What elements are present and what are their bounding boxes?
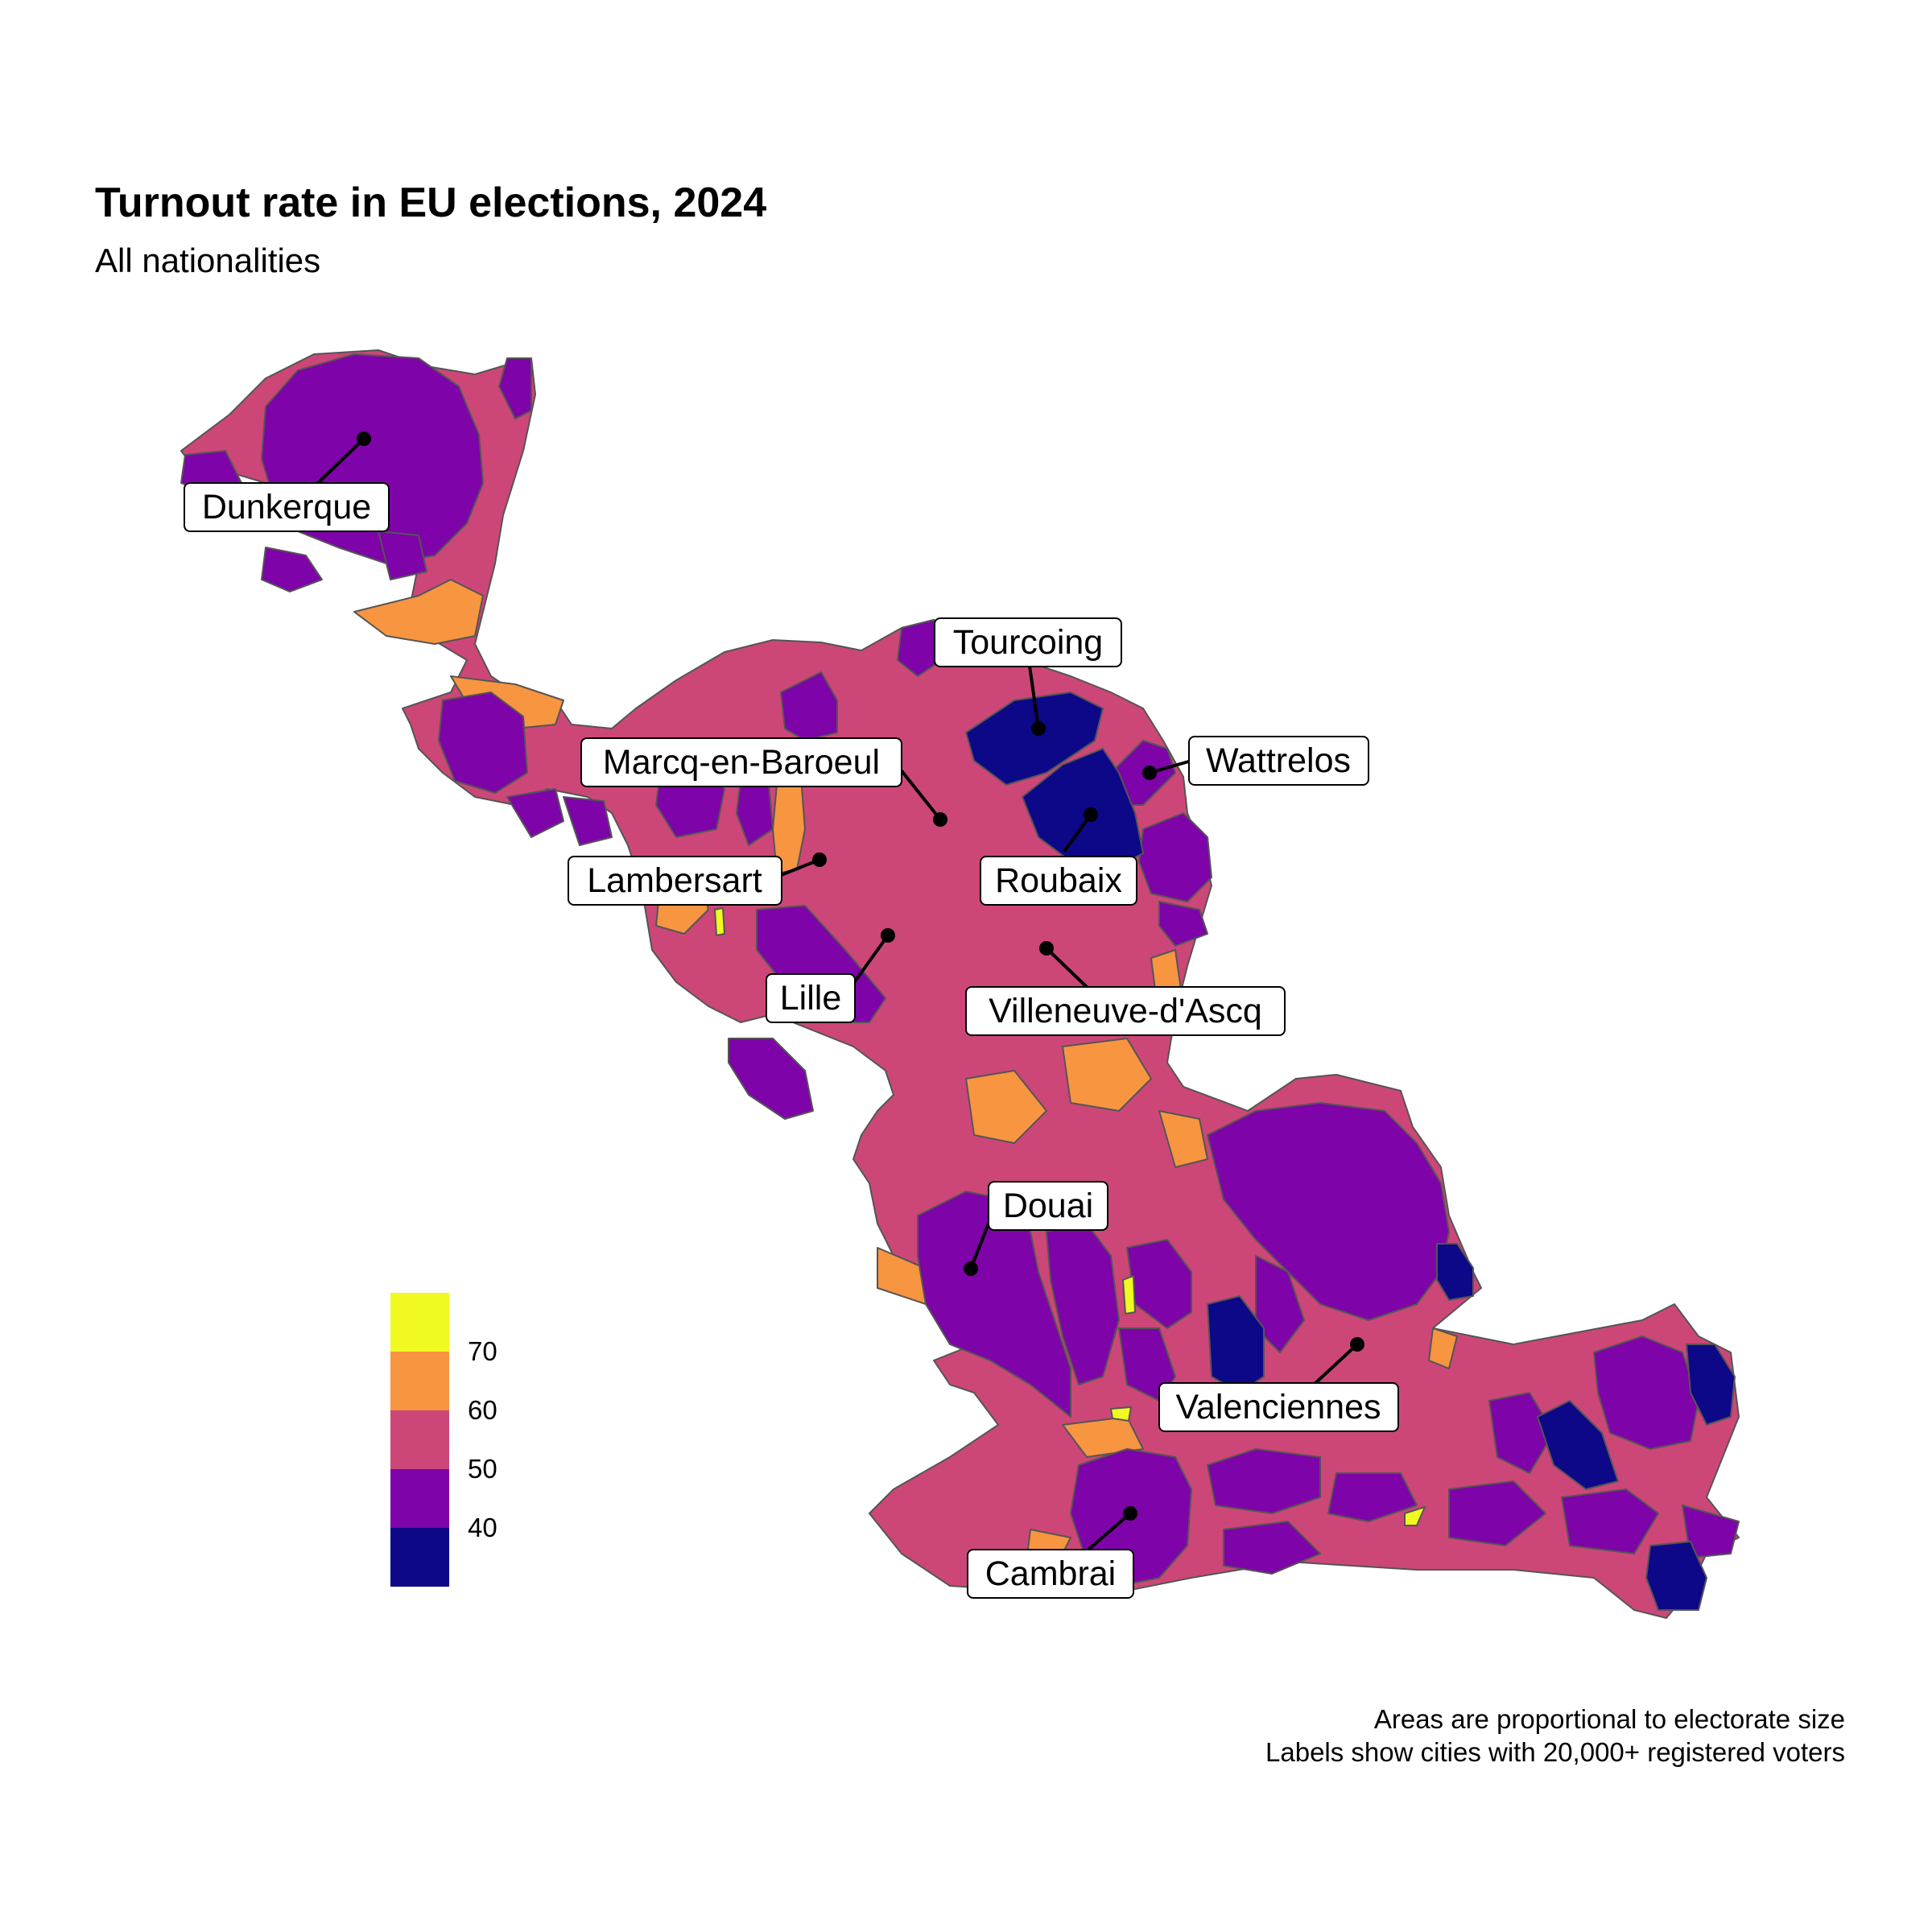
region-blue-se-1 xyxy=(1537,1400,1619,1490)
legend-swatch xyxy=(390,1293,449,1352)
leader-lille xyxy=(852,934,890,985)
city-label-text: Dunkerque xyxy=(202,488,371,526)
region-purple-se-4 xyxy=(1327,1472,1418,1522)
legend-label: 70 xyxy=(468,1336,497,1366)
caption-line: Areas are proportional to electorate siz… xyxy=(1373,1704,1845,1734)
region-purple-nw-2 xyxy=(261,547,323,592)
leader-villeneuve xyxy=(1045,947,1090,990)
leader-valenciennes xyxy=(1312,1343,1359,1386)
point-marcq xyxy=(933,812,947,827)
city-label-cambrai: Cambrai xyxy=(967,1549,1134,1599)
legend-swatch xyxy=(390,1352,449,1410)
region-yellow-3 xyxy=(1110,1406,1132,1422)
region-orange-11 xyxy=(1428,1327,1458,1369)
city-label-douai: Douai xyxy=(988,1181,1108,1231)
region-purple-se-3 xyxy=(1207,1448,1321,1514)
point-wattrelos xyxy=(1142,766,1157,780)
legend-label: 50 xyxy=(468,1454,497,1484)
region-purple-se-1 xyxy=(1593,1335,1699,1450)
leader-dunkerque xyxy=(316,437,365,485)
city-label-villeneuve: Villeneuve-d'Ascq xyxy=(965,986,1286,1036)
city-label-valenciennes: Valenciennes xyxy=(1158,1382,1399,1432)
region-purple-north-2 xyxy=(897,619,943,677)
region-purple-center-4 xyxy=(728,1038,814,1120)
point-villeneuve xyxy=(1039,941,1054,956)
city-label-text: Cambrai xyxy=(985,1554,1117,1593)
leader-marcq xyxy=(898,767,942,821)
city-label-text: Valenciennes xyxy=(1176,1388,1381,1426)
leader-wattrelos xyxy=(1149,759,1192,774)
map-subtitle: All nationalities xyxy=(95,242,321,279)
city-label-dunkerque: Dunkerque xyxy=(184,482,390,532)
city-label-text: Tourcoing xyxy=(953,623,1103,662)
region-yellow-4 xyxy=(1404,1506,1426,1526)
point-valenciennes xyxy=(1350,1337,1364,1352)
city-label-wattrelos: Wattrelos xyxy=(1188,736,1369,786)
point-roubaix xyxy=(1084,807,1098,822)
city-markers xyxy=(316,431,1364,1551)
region-blue-se-2 xyxy=(1686,1344,1736,1426)
region-blue-south-1 xyxy=(1207,1295,1265,1393)
leader-tourcoing xyxy=(1027,659,1040,729)
leader-roubaix xyxy=(1063,813,1092,853)
region-purple-se-7 xyxy=(1561,1488,1659,1554)
region-purple-se-5 xyxy=(1223,1521,1321,1575)
region-orange-1 xyxy=(353,579,484,645)
point-lambersart xyxy=(812,852,827,867)
leader-cambrai xyxy=(1087,1512,1132,1551)
point-douai xyxy=(964,1261,978,1276)
map-caption: Areas are proportional to electorate siz… xyxy=(1265,1703,1845,1769)
city-label-text: Lille xyxy=(780,979,842,1018)
legend-label: 60 xyxy=(468,1395,497,1425)
region-orange-10 xyxy=(1062,1416,1144,1458)
city-label-text: Villeneuve-d'Ascq xyxy=(989,992,1262,1030)
region-purple-north-1 xyxy=(780,671,838,741)
region-orange-8 xyxy=(1158,1110,1208,1168)
region-blue-east xyxy=(1436,1243,1474,1301)
city-label-text: Lambersart xyxy=(587,861,762,900)
region-purple-sw-1 xyxy=(1046,1223,1120,1385)
caption-line: Labels show cities with 20,000+ register… xyxy=(1265,1737,1845,1767)
region-orange-6 xyxy=(1062,1038,1152,1112)
region-blue-roubaix xyxy=(1022,748,1144,870)
legend-swatch xyxy=(390,1410,449,1469)
city-label-lille: Lille xyxy=(766,973,856,1023)
region-purple-se-8 xyxy=(1682,1505,1740,1558)
city-label-text: Marcq-en-Baroeul xyxy=(603,743,880,782)
city-label-text: Roubaix xyxy=(995,861,1122,900)
region-purple-nw-3 xyxy=(378,530,427,580)
leader-douai xyxy=(969,1223,990,1269)
region-orange-5 xyxy=(965,1070,1047,1144)
region-purple-mid-1 xyxy=(438,691,528,794)
legend-label: 40 xyxy=(468,1513,497,1542)
region-yellow-2 xyxy=(1122,1275,1136,1315)
legend-swatch xyxy=(390,1528,449,1587)
city-label-text: Douai xyxy=(1003,1187,1093,1225)
city-label-marcq: Marcq-en-Baroeul xyxy=(580,737,902,787)
region-yellow-1 xyxy=(714,907,725,936)
region-purple-mid-3 xyxy=(563,796,613,846)
region-purple-nw-4 xyxy=(498,357,532,419)
region-purple-east-2 xyxy=(1138,812,1212,902)
region-blue-se-3 xyxy=(1645,1541,1707,1611)
region-purple-se-2 xyxy=(1488,1392,1554,1474)
region-purple-mid-2 xyxy=(506,788,564,838)
region-purple-se-6 xyxy=(1448,1480,1546,1546)
map-title: Turnout rate in EU elections, 2024 xyxy=(95,180,767,226)
point-lille xyxy=(881,928,895,943)
city-label-lambersart: Lambersart xyxy=(568,856,782,906)
region-purple-east-3 xyxy=(1158,901,1208,947)
city-label-text: Wattrelos xyxy=(1206,741,1351,780)
legend-swatch xyxy=(390,1469,449,1528)
point-tourcoing xyxy=(1031,721,1046,736)
city-label-tourcoing: Tourcoing xyxy=(934,617,1122,667)
point-dunkerque xyxy=(357,431,371,446)
point-cambrai xyxy=(1123,1506,1137,1521)
city-label-roubaix: Roubaix xyxy=(980,856,1137,906)
